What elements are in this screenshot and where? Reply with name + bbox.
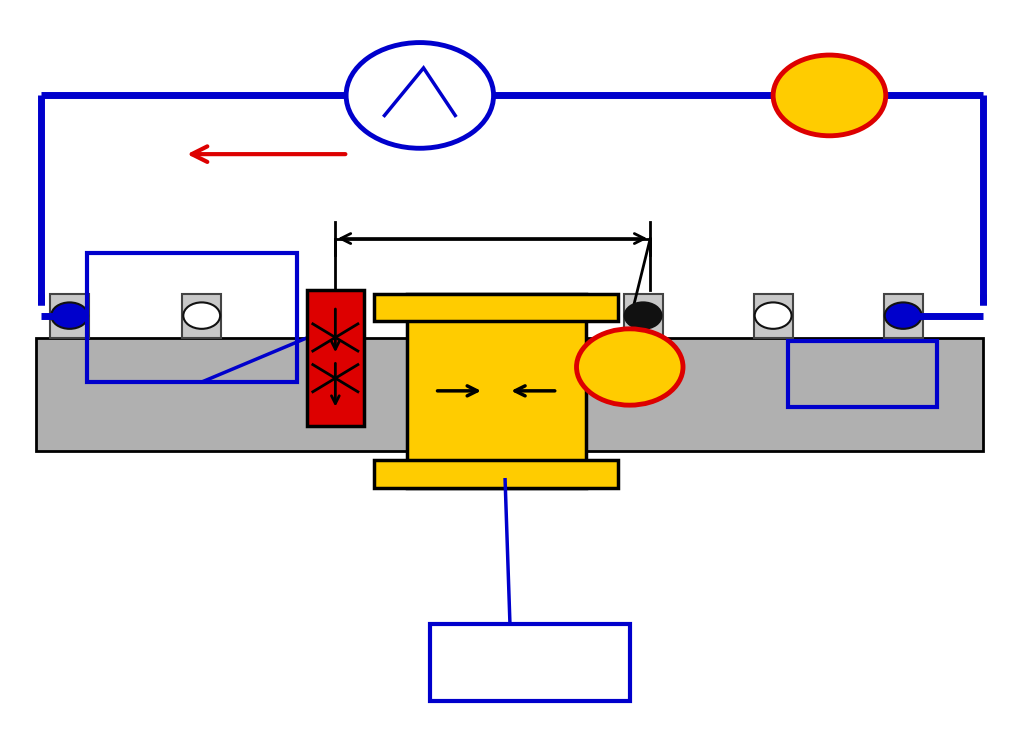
Circle shape [773,55,886,136]
Bar [624,294,663,338]
Circle shape [577,329,683,405]
Bar [182,294,221,338]
Bar [374,460,618,488]
Circle shape [885,302,922,329]
Bar [50,294,89,338]
Bar [87,253,297,382]
Circle shape [311,302,348,329]
Circle shape [755,302,792,329]
Bar [307,290,364,426]
Bar [884,294,923,338]
Bar [754,294,793,338]
Bar [430,624,630,701]
Circle shape [625,302,662,329]
Circle shape [183,302,220,329]
Bar [374,294,618,321]
Bar [407,294,586,488]
Circle shape [51,302,88,329]
Bar [788,341,937,407]
Bar [310,294,349,338]
Bar [36,338,983,451]
